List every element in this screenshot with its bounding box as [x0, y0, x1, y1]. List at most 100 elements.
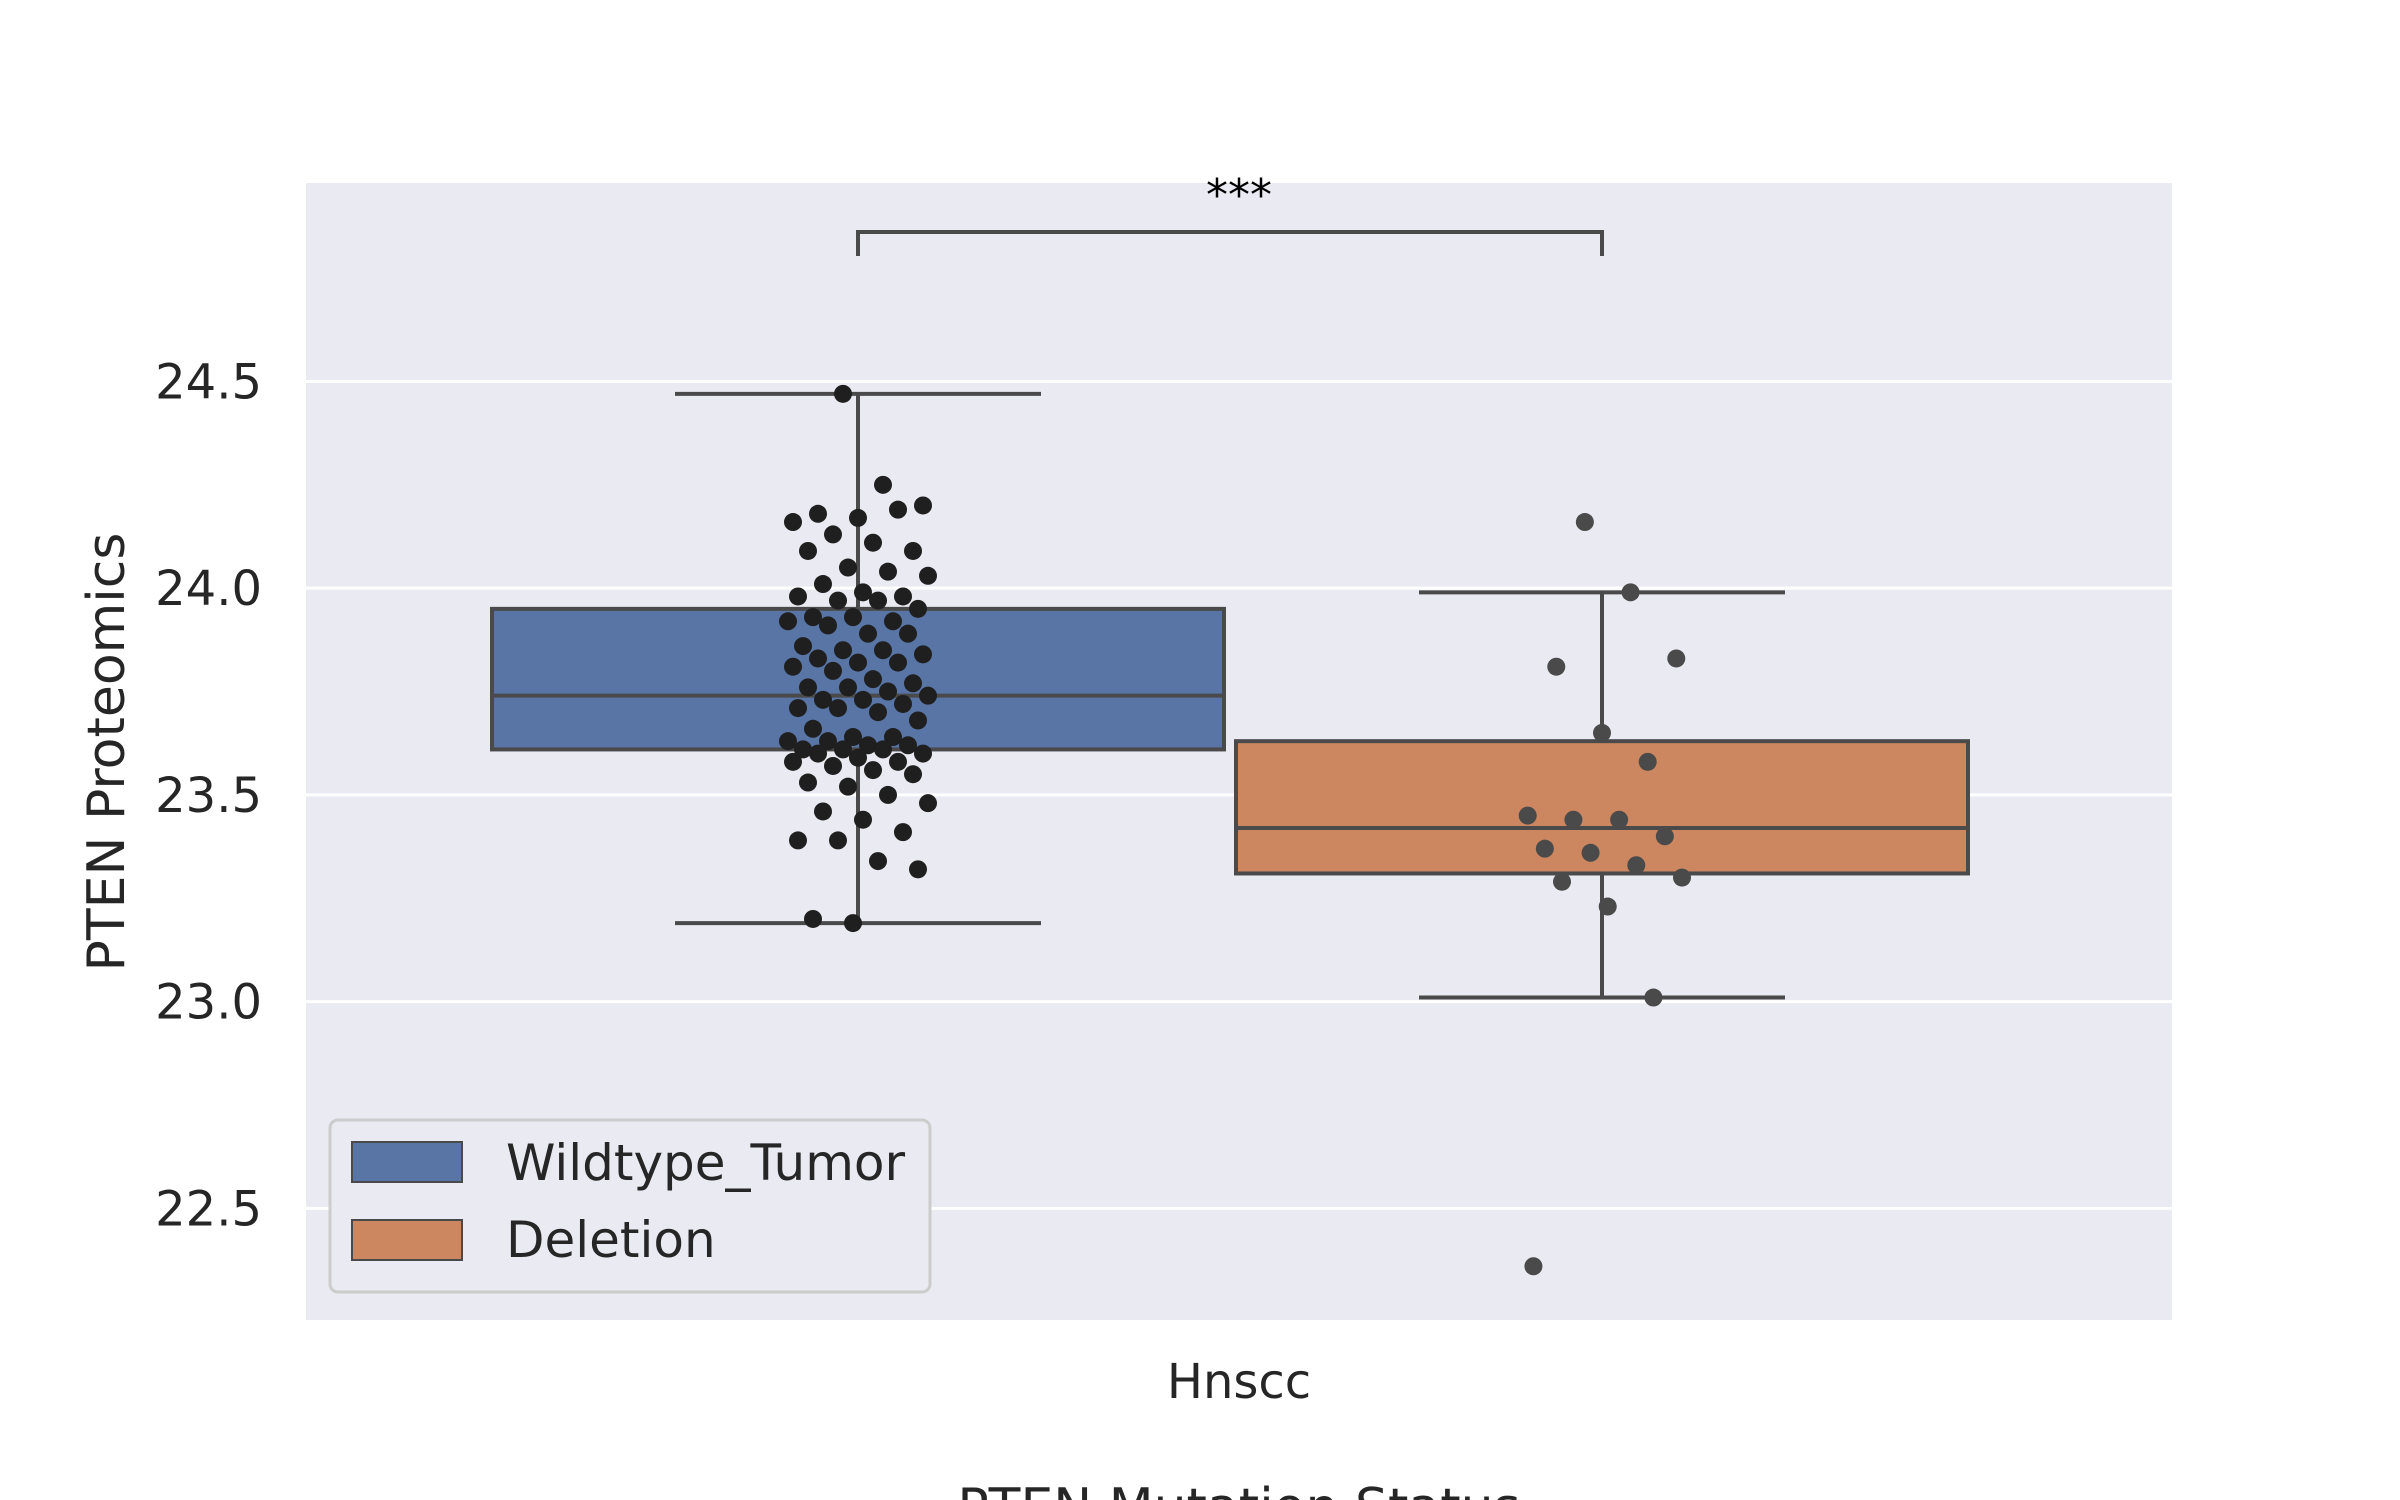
- data-point-deletion: [1667, 649, 1686, 668]
- data-point-wildtype-tumor: [879, 785, 897, 804]
- data-point-wildtype-tumor: [909, 860, 927, 879]
- data-point-wildtype-tumor: [789, 699, 807, 718]
- data-points: [779, 384, 1691, 1276]
- data-point-deletion: [1627, 856, 1646, 875]
- data-point-wildtype-tumor: [904, 541, 922, 560]
- data-point-wildtype-tumor: [864, 761, 882, 780]
- data-point-wildtype-tumor: [829, 591, 847, 610]
- data-point-deletion: [1655, 827, 1674, 846]
- data-point-wildtype-tumor: [789, 831, 807, 850]
- data-point-wildtype-tumor: [794, 740, 812, 759]
- data-point-wildtype-tumor: [814, 802, 832, 821]
- x-axis-label: PTEN Mutation Status: [957, 1478, 1520, 1500]
- data-point-wildtype-tumor: [889, 653, 907, 672]
- data-point-wildtype-tumor: [784, 752, 802, 771]
- data-point-wildtype-tumor: [849, 508, 867, 527]
- legend-swatch-wildtype-tumor: [351, 1141, 463, 1183]
- y-tick-label: 24.0: [155, 561, 262, 617]
- data-point-wildtype-tumor: [914, 645, 932, 664]
- data-point-deletion: [1644, 988, 1663, 1007]
- data-point-wildtype-tumor: [839, 777, 857, 796]
- box-deletion: [1234, 590, 1970, 1000]
- data-point-wildtype-tumor: [899, 736, 917, 755]
- data-point-wildtype-tumor: [824, 525, 842, 544]
- data-point-wildtype-tumor: [864, 533, 882, 552]
- data-point-wildtype-tumor: [839, 558, 857, 577]
- data-point-wildtype-tumor: [904, 674, 922, 693]
- data-point-deletion: [1547, 657, 1566, 676]
- data-point-deletion: [1524, 1257, 1543, 1276]
- data-point-wildtype-tumor: [844, 728, 862, 747]
- legend: Wildtype_Tumor Deletion: [328, 1118, 932, 1294]
- data-point-wildtype-tumor: [779, 612, 797, 631]
- data-point-wildtype-tumor: [884, 728, 902, 747]
- data-point-deletion: [1535, 839, 1554, 858]
- data-point-wildtype-tumor: [919, 686, 937, 705]
- data-point-wildtype-tumor: [894, 587, 912, 606]
- data-point-wildtype-tumor: [799, 678, 817, 697]
- legend-label-wildtype-tumor: Wildtype_Tumor: [506, 1134, 905, 1192]
- data-point-deletion: [1518, 806, 1537, 825]
- data-point-wildtype-tumor: [904, 765, 922, 784]
- data-point-wildtype-tumor: [829, 831, 847, 850]
- data-point-wildtype-tumor: [889, 500, 907, 519]
- significance-bracket: [856, 230, 1604, 256]
- data-point-deletion: [1581, 843, 1600, 862]
- data-point-wildtype-tumor: [919, 794, 937, 813]
- data-point-deletion: [1553, 872, 1571, 891]
- data-point-deletion: [1598, 897, 1617, 916]
- significance-annotation: ***: [856, 170, 1604, 256]
- y-tick-labels: 22.5 23.0 23.5 24.0 24.5: [155, 354, 262, 1237]
- data-point-wildtype-tumor: [809, 744, 827, 763]
- data-point-wildtype-tumor: [789, 587, 807, 606]
- data-point-wildtype-tumor: [794, 637, 812, 656]
- data-point-wildtype-tumor: [859, 736, 877, 755]
- data-point-wildtype-tumor: [879, 682, 897, 701]
- legend-swatch-deletion: [351, 1219, 463, 1261]
- data-point-wildtype-tumor: [869, 703, 887, 722]
- data-point-wildtype-tumor: [854, 690, 872, 709]
- data-point-wildtype-tumor: [874, 641, 892, 660]
- significance-label: ***: [1206, 170, 1272, 221]
- y-tick-label: 22.5: [155, 1181, 262, 1237]
- data-point-wildtype-tumor: [814, 690, 832, 709]
- data-point-wildtype-tumor: [914, 744, 932, 763]
- data-point-deletion: [1610, 810, 1629, 829]
- data-point-wildtype-tumor: [909, 599, 927, 618]
- data-point-wildtype-tumor: [804, 909, 822, 928]
- y-axis-label: PTEN Proteomics: [77, 533, 137, 972]
- data-point-wildtype-tumor: [844, 608, 862, 627]
- box-iqr: [1234, 739, 1970, 876]
- data-point-deletion: [1564, 810, 1583, 829]
- data-point-wildtype-tumor: [844, 914, 862, 933]
- data-point-wildtype-tumor: [804, 719, 822, 738]
- data-point-wildtype-tumor: [799, 541, 817, 560]
- data-point-wildtype-tumor: [859, 624, 877, 643]
- data-point-wildtype-tumor: [914, 496, 932, 515]
- data-point-wildtype-tumor: [894, 694, 912, 713]
- data-point-deletion: [1638, 752, 1657, 771]
- data-point-wildtype-tumor: [819, 616, 837, 635]
- data-point-wildtype-tumor: [834, 384, 852, 403]
- data-point-deletion: [1575, 513, 1594, 532]
- data-point-wildtype-tumor: [919, 566, 937, 585]
- data-point-wildtype-tumor: [824, 756, 842, 775]
- data-point-wildtype-tumor: [814, 575, 832, 594]
- box-wildtype-tumor: [490, 391, 1226, 926]
- data-point-wildtype-tumor: [849, 748, 867, 767]
- data-point-wildtype-tumor: [839, 678, 857, 697]
- data-point-wildtype-tumor: [829, 699, 847, 718]
- data-point-wildtype-tumor: [779, 732, 797, 751]
- data-point-wildtype-tumor: [869, 591, 887, 610]
- x-tick-label: Hnscc: [1167, 1354, 1311, 1410]
- data-point-wildtype-tumor: [864, 670, 882, 689]
- legend-frame: [328, 1118, 932, 1294]
- data-point-wildtype-tumor: [834, 641, 852, 660]
- data-point-wildtype-tumor: [874, 475, 892, 494]
- data-point-wildtype-tumor: [874, 740, 892, 759]
- data-point-wildtype-tumor: [824, 661, 842, 680]
- data-point-wildtype-tumor: [884, 612, 902, 631]
- data-point-wildtype-tumor: [809, 504, 827, 523]
- data-point-wildtype-tumor: [799, 773, 817, 792]
